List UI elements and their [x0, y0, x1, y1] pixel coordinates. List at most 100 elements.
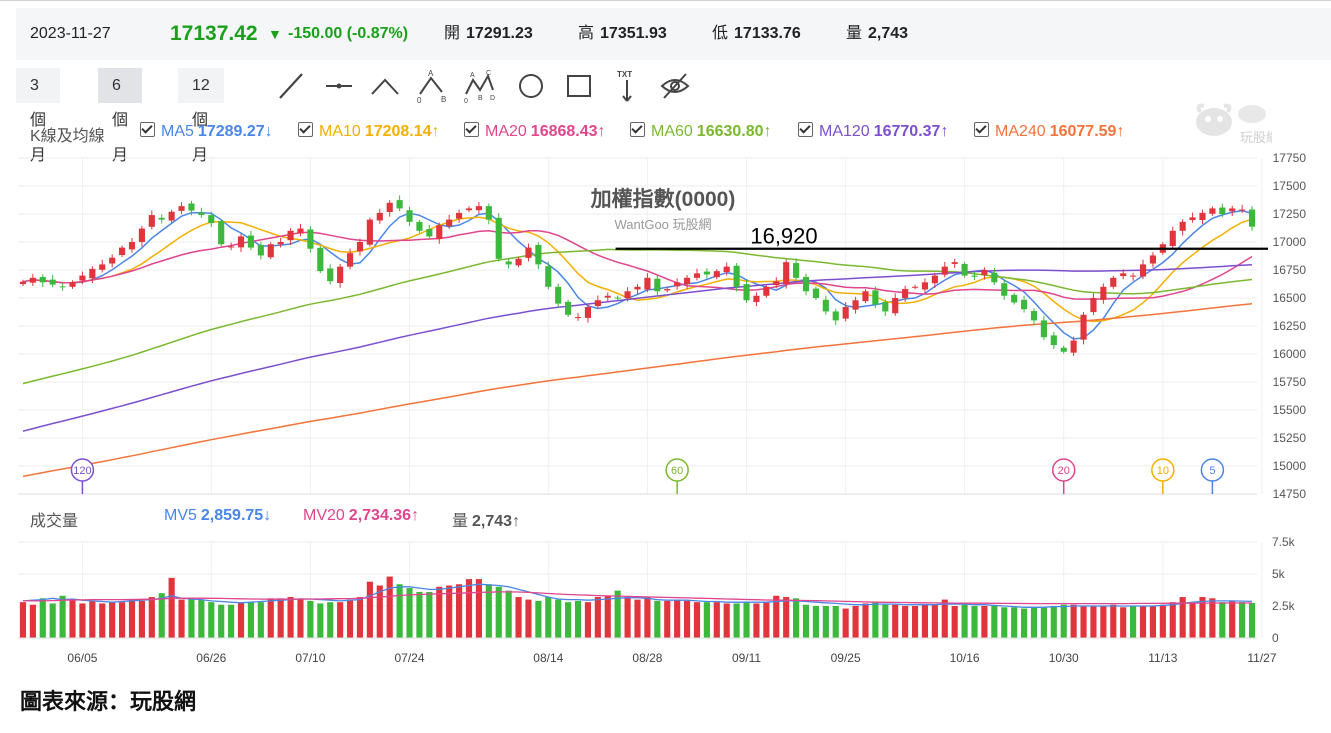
volume-bar — [1120, 607, 1127, 638]
period-12m-button[interactable]: 12 個月 — [178, 68, 224, 164]
ma120-toggle[interactable]: MA120 16770.37↑ — [798, 122, 948, 141]
mv5-item: MV5 2,859.75↓ — [164, 507, 271, 525]
ma20-direction: ↑ — [597, 123, 606, 140]
volume-bar — [436, 586, 443, 638]
candle-body — [346, 253, 354, 267]
ma-marker-circle — [1151, 458, 1175, 482]
quote-change: -150.00 (-0.87%) — [288, 25, 409, 42]
mv20-label: MV20 — [303, 507, 345, 524]
hide-drawings-icon[interactable] — [658, 68, 692, 104]
ma10-value: 17208.14 — [364, 123, 432, 140]
ma10-toggle[interactable]: MA10 17208.14↑ — [298, 122, 440, 141]
price-tick-label: 17750 — [1273, 151, 1307, 165]
horizontal-line-tool-icon[interactable] — [322, 68, 356, 104]
abcd-pattern-tool-icon[interactable]: A C 0 B D — [462, 68, 496, 104]
volume-bar — [406, 588, 413, 638]
volume-bar — [485, 584, 492, 638]
checkbox-icon[interactable] — [798, 122, 813, 137]
ma10-line — [22, 216, 1253, 323]
volume-bar — [456, 584, 463, 638]
candle-body — [971, 275, 978, 277]
volume-bar — [565, 602, 572, 638]
volume-item: 量 2,743↑ — [452, 507, 520, 531]
checkbox-icon[interactable] — [464, 122, 479, 137]
volume-bar — [465, 579, 473, 638]
volume-bar — [337, 602, 344, 638]
quote-volume-value: 2,743 — [868, 25, 909, 42]
volume-bar — [842, 608, 849, 638]
period-6m-button[interactable]: 6 個月 — [98, 68, 143, 164]
candle-body — [297, 228, 304, 234]
candle-body — [376, 212, 383, 221]
candle-body — [515, 258, 522, 266]
volume-bar — [971, 606, 978, 638]
candle-body — [703, 271, 710, 275]
checkbox-icon[interactable] — [974, 122, 989, 137]
volume-legend-title: 成交量 — [30, 513, 79, 530]
candle-body — [19, 281, 27, 284]
ma240-toggle[interactable]: MA240 16077.59↑ — [974, 122, 1124, 141]
mv5-label: MV5 — [164, 507, 197, 524]
ma120-direction: ↑ — [940, 123, 949, 140]
volume-bar — [99, 603, 106, 638]
volume-bar — [89, 600, 96, 638]
volume-bar — [743, 602, 750, 638]
volume-bar — [1060, 604, 1067, 638]
candle-body — [168, 211, 175, 221]
volume-bar — [128, 599, 136, 638]
candle-body — [257, 244, 264, 256]
volume-bar — [1011, 607, 1018, 638]
candle-body — [882, 302, 889, 312]
candle-body — [228, 246, 235, 248]
ma5-toggle[interactable]: MA5 17289.27↓ — [140, 122, 273, 141]
candle-body — [1020, 299, 1028, 310]
ma240-direction: ↑ — [1116, 123, 1125, 140]
quote-date: 2023-11-27 — [30, 25, 111, 42]
candle-body — [396, 200, 403, 209]
text-tool-icon[interactable]: TXT — [610, 68, 644, 104]
volume-bar — [1080, 606, 1087, 638]
volume-bar — [852, 606, 859, 638]
volume-bar — [317, 603, 324, 638]
period-3m-button[interactable]: 3 個月 — [16, 68, 61, 164]
circle-tool-icon[interactable] — [514, 68, 548, 104]
ma20-toggle[interactable]: MA20 16868.43↑ — [464, 122, 606, 141]
quote-open-value: 17291.23 — [466, 25, 533, 42]
volume-bar — [39, 598, 46, 638]
checkbox-icon[interactable] — [298, 122, 313, 137]
candle-body — [1011, 294, 1018, 303]
mv5-direction: ↓ — [263, 507, 272, 524]
volume-bar — [574, 600, 582, 638]
checkbox-icon[interactable] — [630, 122, 645, 137]
candle-body — [931, 275, 938, 284]
rectangle-tool-icon[interactable] — [562, 68, 596, 104]
volume-bar — [218, 604, 225, 638]
top-border — [0, 0, 1331, 7]
volume-bar — [921, 604, 929, 638]
candle-body — [1159, 244, 1166, 253]
volume-bar — [951, 606, 958, 638]
volume-bar — [267, 598, 274, 638]
line-tool-icon[interactable] — [274, 68, 308, 104]
volume-bar — [29, 604, 36, 638]
volume-bar — [1110, 604, 1117, 638]
ma60-toggle[interactable]: MA60 16630.80↑ — [630, 122, 772, 141]
volume-bar — [119, 602, 126, 638]
ma120-label: MA120 — [819, 123, 870, 140]
price-tick-label: 16500 — [1273, 291, 1307, 305]
ma-legend: K線及均線 MA5 17289.27↓ MA10 17208.14↑ MA20 168… — [0, 122, 1331, 146]
candle-body — [128, 242, 136, 250]
candle-body — [426, 229, 433, 237]
ma-marker-label: 60 — [671, 465, 683, 477]
angle-tool-icon[interactable] — [368, 68, 402, 104]
abc-pattern-tool-icon[interactable]: A 0 B — [414, 68, 448, 104]
candle-body — [802, 276, 810, 292]
candle-body — [584, 306, 592, 318]
volume-bar — [376, 585, 383, 638]
volume-tick-label: 0 — [1272, 631, 1279, 645]
checkbox-icon[interactable] — [140, 122, 155, 137]
volume-bar — [49, 603, 56, 638]
volume-bar — [79, 603, 86, 638]
candle-body — [386, 202, 393, 212]
volume-bar — [366, 581, 373, 638]
